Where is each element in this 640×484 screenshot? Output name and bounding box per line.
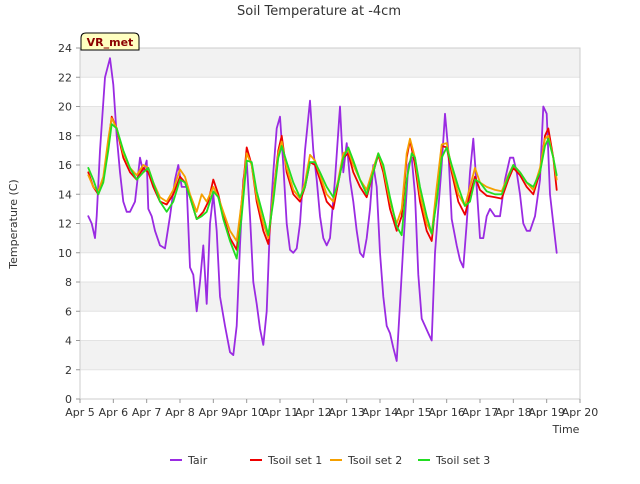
station-badge: VR_met — [80, 32, 140, 51]
grid-band — [80, 106, 580, 136]
station-badge-label: VR_met — [87, 36, 134, 49]
x-tick-label: Apr 16 — [428, 406, 465, 419]
station-badge-box — [80, 32, 140, 51]
y-tick-label: 22 — [58, 71, 72, 84]
series-line-tsoil-set-3 — [87, 123, 558, 260]
x-tick-label: Apr 20 — [562, 406, 599, 419]
grid-band — [80, 369, 580, 399]
y-tick-label: 12 — [58, 218, 72, 231]
x-tick-label: Apr 19 — [528, 406, 565, 419]
x-tick-label: Apr 15 — [395, 406, 432, 419]
grid-band — [80, 340, 580, 370]
series-line-tsoil-set-2 — [87, 117, 558, 242]
series-line-tsoil-set-1 — [87, 115, 558, 251]
x-tick-label: Apr 13 — [328, 406, 365, 419]
x-tick-label: Apr 5 — [65, 406, 95, 419]
x-tick-label: Apr 12 — [295, 406, 332, 419]
x-tick-label: Apr 14 — [362, 406, 399, 419]
grid-band — [80, 282, 580, 312]
legend: Tair Tsoil set 1 Tsoil set 2 Tsoil set 3 — [170, 454, 490, 467]
chart-title: Soil Temperature at -4cm — [237, 4, 401, 19]
y-tick-label: 20 — [58, 101, 72, 114]
legend-label-tsoil-set-3: Tsoil set 3 — [435, 454, 490, 467]
legend-label-tair: Tair — [187, 454, 208, 467]
x-tick-label: Apr 8 — [165, 406, 195, 419]
series-line-tair — [87, 57, 558, 362]
grid-band — [80, 77, 580, 107]
grid-band — [80, 48, 580, 78]
grid-band — [80, 252, 580, 282]
series-lines — [87, 57, 558, 362]
x-tick-label: Apr 7 — [132, 406, 162, 419]
y-tick-label: 14 — [58, 188, 72, 201]
y-tick-label: 2 — [65, 364, 72, 377]
y-tick-label: 16 — [58, 159, 72, 172]
y-tick-label: 18 — [58, 130, 72, 143]
x-tick-label: Apr 11 — [262, 406, 299, 419]
x-tick-label: Apr 10 — [228, 406, 265, 419]
y-tick-label: 4 — [65, 335, 72, 348]
y-tick-label: 0 — [65, 393, 72, 406]
x-tick-label: Apr 17 — [462, 406, 499, 419]
y-tick-label: 8 — [65, 276, 72, 289]
grid-band — [80, 311, 580, 341]
grid-bands — [80, 47, 580, 400]
legend-label-tsoil-set-2: Tsoil set 2 — [347, 454, 402, 467]
x-tick-label: Apr 6 — [99, 406, 129, 419]
y-tick-label: 24 — [58, 42, 72, 55]
y-tick-label: 6 — [65, 305, 72, 318]
x-tick-label: Apr 9 — [199, 406, 229, 419]
grid-band — [80, 135, 580, 165]
y-tick-label: 10 — [58, 247, 72, 260]
x-tick-label: Apr 18 — [495, 406, 532, 419]
legend-label-tsoil-set-1: Tsoil set 1 — [267, 454, 322, 467]
y-axis-title: Temperature (C) — [7, 179, 20, 269]
x-axis-title: Time — [552, 423, 580, 436]
